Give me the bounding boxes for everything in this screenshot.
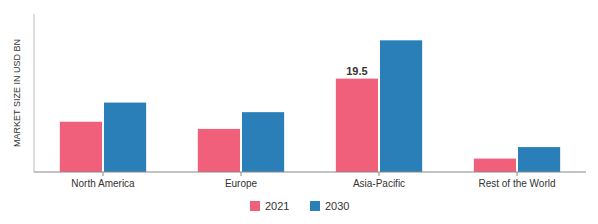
bar (242, 112, 284, 172)
bar (336, 79, 378, 172)
x-tick (241, 172, 242, 176)
legend-swatch (310, 201, 320, 211)
x-tick (517, 172, 518, 176)
bar (518, 147, 560, 172)
x-tick-label: North America (71, 178, 135, 189)
legend-label: 2021 (265, 200, 289, 212)
bar (60, 122, 102, 172)
legend-swatch (250, 201, 260, 211)
legend: 2021 2030 (250, 200, 349, 212)
chart: North America Europe Asia-Pacific Rest of t… (0, 0, 598, 224)
bar (474, 159, 516, 172)
x-tick (379, 172, 380, 176)
y-axis-line (34, 14, 35, 172)
chart-container: North America Europe Asia-Pacific Rest of t… (0, 0, 598, 224)
x-axis-line (34, 172, 586, 173)
x-tick (103, 172, 104, 176)
y-axis-label: MARKET SIZE IN USD BN (12, 39, 22, 147)
x-tick-label: Europe (225, 178, 258, 189)
legend-label: 2030 (325, 200, 349, 212)
x-tick-label: Rest of the World (478, 178, 555, 189)
bar (380, 40, 422, 172)
bar (104, 103, 146, 172)
bar (198, 129, 240, 172)
x-tick-label: Asia-Pacific (353, 178, 405, 189)
annotation: 19.5 (346, 65, 367, 77)
bars (60, 40, 560, 172)
